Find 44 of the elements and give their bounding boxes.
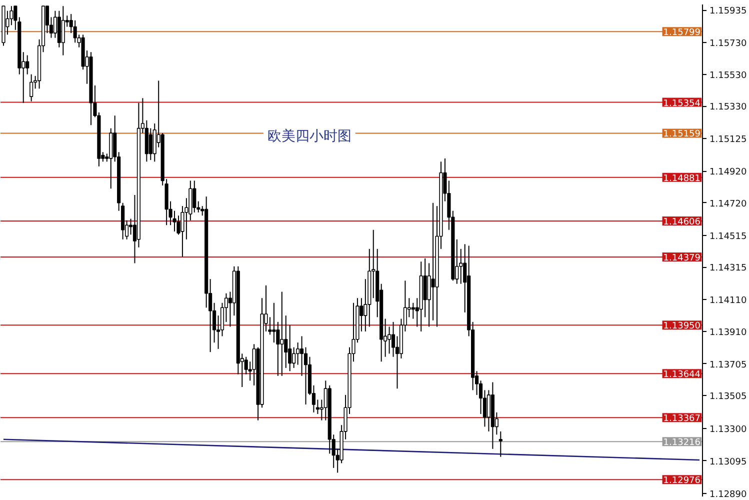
candlestick [411,302,415,320]
ref-line-label: 1.12976 [663,476,701,486]
ref-line-label: 1.13644 [663,370,701,380]
ref-line-label: 1.14606 [663,217,701,228]
y-tick-label: 1.15730 [710,39,747,50]
candlestick [280,291,284,376]
candlestick [498,430,502,458]
y-tick-label: 1.15935 [710,6,747,17]
y-tick-label: 1.14720 [710,199,747,210]
y-tick-label: 1.13505 [710,392,747,402]
candlestick [292,346,296,368]
text: 欧美四小时图 [267,128,352,144]
y-tick-label: 1.14315 [710,264,747,274]
y-tick-label: 1.15330 [710,102,747,113]
y-tick-label: 1.12890 [710,490,747,500]
candlestick [148,128,152,161]
ref-line-label: 1.13216 [663,438,701,448]
candlestick [192,180,196,213]
candlestick [26,54,30,75]
y-tick-label: 1.13300 [710,424,747,435]
ref-line-label: 1.15799 [663,28,701,38]
ref-line-label: 1.14881 [663,174,700,184]
y-tick-label: 1.15530 [710,70,747,81]
y-tick-label: 1.13705 [710,360,747,370]
y-tick-label: 1.13095 [710,457,747,468]
candlestick [296,342,300,366]
y-tick-label: 1.13910 [710,328,747,338]
candlestick [300,336,304,376]
ref-line-label: 1.13950 [663,322,701,332]
candlestick [73,20,77,44]
ref-line-label: 1.15354 [663,98,701,109]
candlestick [61,6,65,56]
ref-line-label: 1.14379 [663,254,701,264]
ref-line-label: 1.15159 [663,130,701,140]
y-tick-label: 1.14515 [710,232,747,242]
candlestick [423,258,427,318]
y-tick-label: 1.14920 [710,168,747,178]
candlestick [486,390,491,432]
y-tick-label: 1.14110 [710,296,747,306]
candlestick [30,74,34,102]
ref-line-label: 1.13367 [663,414,700,424]
y-tick-label: 1.15125 [710,135,747,146]
candlestick [431,202,435,321]
candlestick [272,302,276,344]
